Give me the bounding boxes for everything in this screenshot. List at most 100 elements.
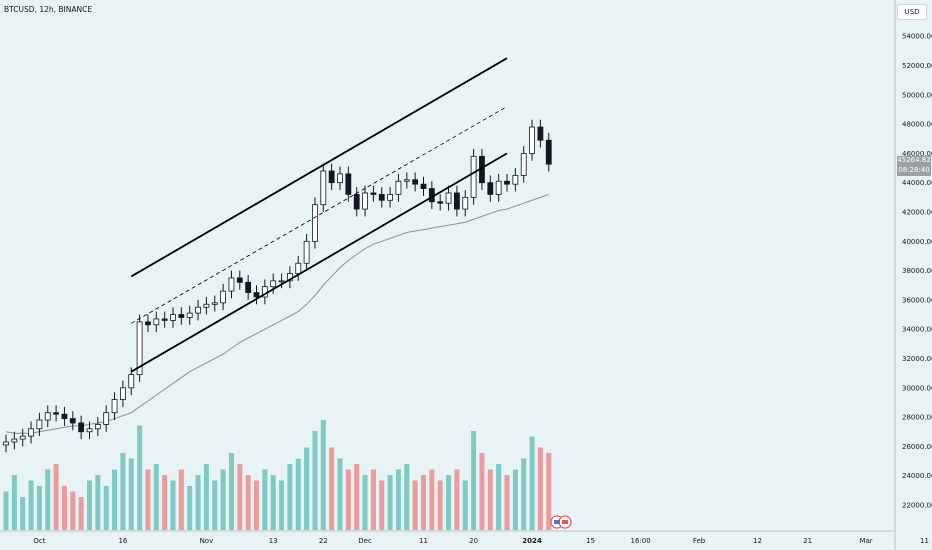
volume-bar — [262, 469, 268, 530]
candle-body — [512, 174, 519, 185]
candle-body — [403, 179, 410, 182]
time-tick-label: 16 — [118, 537, 127, 545]
volume-bar — [345, 469, 351, 530]
volume-bar — [170, 480, 176, 530]
candle-body — [537, 126, 544, 141]
candle-body — [36, 419, 43, 430]
candle-body — [253, 292, 260, 298]
volume-bar — [137, 425, 143, 530]
candle-body — [420, 183, 427, 189]
volume-bar — [412, 480, 418, 530]
candle-body — [170, 314, 176, 321]
trend-channel[interactable] — [130, 57, 508, 373]
time-tick-label: 2024 — [522, 537, 542, 545]
last-price-value: 45264.82 — [897, 156, 931, 164]
volume-bar — [220, 469, 226, 530]
volume-bar — [337, 458, 343, 530]
time-axis[interactable]: Oct 16 Nov 13 22 Dec 11 20 2024 15 16:00 Feb 12 21 Mar… — [33, 537, 929, 545]
trendline-upper — [130, 57, 508, 278]
volume-bar — [28, 480, 34, 530]
volume-bar — [145, 469, 151, 530]
volume-bar — [203, 464, 209, 530]
time-tick-label: Mar — [859, 537, 872, 545]
event-icon[interactable] — [550, 515, 572, 529]
volume-bars — [3, 420, 552, 530]
time-tick-label: Dec — [358, 537, 372, 545]
candle-body — [86, 428, 93, 433]
volume-bar — [387, 475, 393, 530]
candle-body — [145, 321, 151, 326]
volume-bar — [404, 464, 410, 530]
last-price-tag: 45264.82 08:28:40 — [897, 156, 931, 176]
candle-body — [353, 194, 360, 210]
candle-body — [529, 126, 535, 154]
volume-bar — [279, 480, 285, 530]
volume-bar — [212, 480, 218, 530]
candle-body — [520, 152, 527, 176]
volume-bar — [45, 469, 51, 530]
volume-bar — [304, 447, 310, 530]
volume-bar — [370, 469, 376, 530]
volume-bar — [270, 475, 276, 530]
volume-bar — [187, 486, 193, 530]
volume-bar — [521, 458, 527, 530]
volume-bar — [529, 436, 535, 530]
volume-bar — [354, 464, 360, 530]
volume-bar — [462, 480, 468, 530]
candle-body — [103, 412, 110, 425]
candle-body — [111, 399, 118, 414]
volume-bar — [53, 464, 59, 530]
price-tick-label: 22000.00 — [902, 502, 932, 510]
candle-body — [312, 204, 318, 242]
price-tick-label: 48000.00 — [902, 121, 932, 129]
candle-body — [437, 201, 444, 204]
candle-body — [78, 422, 85, 433]
candle-body — [345, 173, 352, 195]
price-tick-label: 42000.00 — [902, 209, 932, 217]
volume-bar — [437, 480, 443, 530]
last-price-countdown: 08:28:40 — [898, 165, 930, 174]
candle-body — [504, 180, 510, 185]
candle-body — [470, 155, 477, 198]
candle-body — [370, 192, 377, 195]
volume-bar — [11, 475, 17, 530]
candle-body — [295, 262, 302, 274]
trendline-middle — [131, 106, 508, 324]
time-tick-label: Feb — [693, 537, 706, 545]
time-tick-label: 15 — [586, 537, 595, 545]
price-tick-label: 36000.00 — [902, 296, 932, 304]
candle-body — [161, 318, 168, 321]
volume-bar — [329, 447, 335, 530]
candle-body — [320, 170, 327, 206]
price-axis[interactable]: 22000.00 24000.00 26000.00 28000.00 30000.00… — [902, 33, 932, 510]
price-tick-label: 52000.00 — [902, 62, 932, 70]
volume-bar — [312, 431, 318, 530]
candle-body — [120, 387, 126, 400]
volume-bar — [70, 491, 76, 530]
candle-body — [236, 277, 243, 283]
volume-bar — [153, 464, 159, 530]
candle-body — [211, 302, 218, 305]
candle-body — [178, 314, 185, 318]
candle-body — [94, 424, 101, 430]
volume-bar — [36, 486, 42, 530]
volume-bar — [120, 453, 126, 530]
time-tick-label: 13 — [269, 537, 278, 545]
time-tick-label: 12 — [753, 537, 762, 545]
trendline-lower — [130, 152, 508, 373]
volume-bar — [454, 469, 460, 530]
candle-body — [495, 180, 502, 195]
currency-button[interactable]: USD — [897, 4, 927, 20]
candle-body — [545, 139, 552, 165]
price-tick-label: 24000.00 — [902, 472, 932, 480]
time-tick-label: Nov — [200, 537, 214, 545]
volume-bar — [537, 447, 543, 530]
volume-bar — [178, 469, 184, 530]
candle-body — [136, 321, 143, 376]
time-tick-label: 22 — [319, 537, 328, 545]
volume-bar — [61, 486, 67, 530]
time-tick-label: 11 — [920, 537, 929, 545]
candle-body — [11, 438, 18, 443]
volume-bar — [421, 475, 426, 530]
